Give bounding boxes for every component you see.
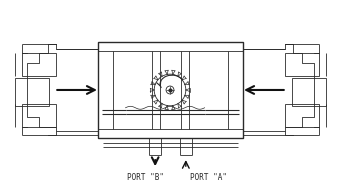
Bar xyxy=(285,53,319,76)
Bar xyxy=(285,104,319,127)
Text: PORT "B": PORT "B" xyxy=(127,173,164,182)
Bar xyxy=(22,53,56,76)
Bar xyxy=(22,104,56,127)
Bar xyxy=(292,78,326,106)
Text: PORT "A": PORT "A" xyxy=(190,173,227,182)
Bar xyxy=(15,78,49,106)
Bar xyxy=(98,42,243,138)
